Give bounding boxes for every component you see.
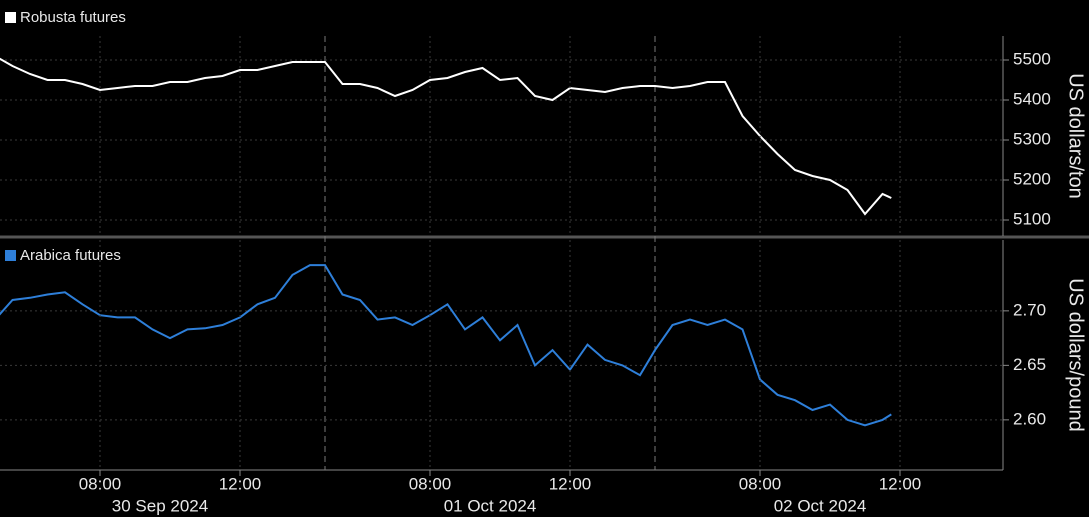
legend-label: Robusta futures <box>20 9 126 26</box>
x-tick-label: 08:00 <box>79 474 122 493</box>
price-line <box>0 57 892 216</box>
y-axis-label: US dollars/pound <box>1065 278 1087 431</box>
y-tick-label: 5100 <box>1013 209 1051 228</box>
legend-swatch <box>5 250 16 261</box>
x-tick-label: 12:00 <box>549 474 592 493</box>
x-tick-label: 08:00 <box>739 474 782 493</box>
date-label: 30 Sep 2024 <box>112 496 208 515</box>
legend-swatch <box>5 12 16 23</box>
y-axis-label: US dollars/ton <box>1065 73 1087 199</box>
y-tick-label: 2.70 <box>1013 300 1046 319</box>
y-tick-label: 5500 <box>1013 49 1051 68</box>
price-line <box>0 264 892 427</box>
y-tick-label: 5400 <box>1013 89 1051 108</box>
y-tick-label: 5200 <box>1013 169 1051 188</box>
x-tick-label: 12:00 <box>879 474 922 493</box>
x-tick-label: 08:00 <box>409 474 452 493</box>
date-label: 01 Oct 2024 <box>444 496 537 515</box>
legend-label: Arabica futures <box>20 247 121 264</box>
y-tick-label: 2.60 <box>1013 409 1046 428</box>
y-tick-label: 5300 <box>1013 129 1051 148</box>
x-tick-label: 12:00 <box>219 474 262 493</box>
y-tick-label: 2.65 <box>1013 355 1046 374</box>
date-label: 02 Oct 2024 <box>774 496 867 515</box>
